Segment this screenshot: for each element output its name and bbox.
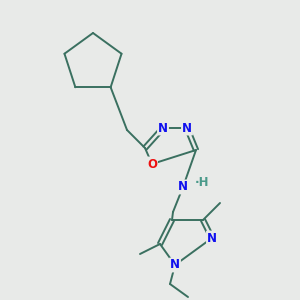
Text: N: N: [178, 181, 188, 194]
Text: N: N: [182, 122, 192, 134]
Text: ·H: ·H: [195, 176, 209, 190]
Text: N: N: [158, 122, 168, 134]
Text: N: N: [170, 259, 180, 272]
Text: N: N: [207, 232, 217, 244]
Text: O: O: [147, 158, 157, 170]
